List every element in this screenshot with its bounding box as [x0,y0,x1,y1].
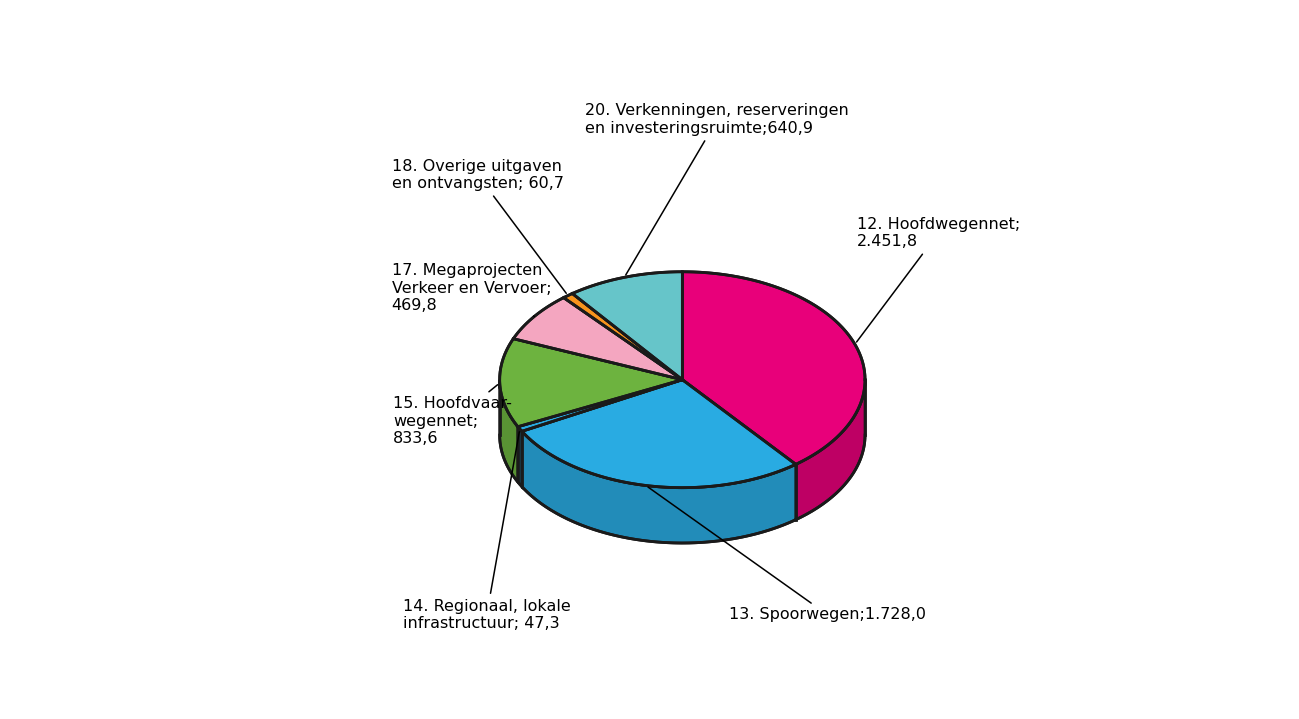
Polygon shape [522,431,796,543]
Text: 14. Regionaal, lokale
infrastructuur; 47,3: 14. Regionaal, lokale infrastructuur; 47… [403,432,570,631]
Text: 15. Hoofdvaar-
wegennet;
833,6: 15. Hoofdvaar- wegennet; 833,6 [394,385,512,446]
Polygon shape [796,380,865,520]
Polygon shape [518,380,682,431]
Text: 13. Spoorwegen;1.728,0: 13. Spoorwegen;1.728,0 [648,487,926,623]
Polygon shape [518,426,522,487]
Text: 17. Megaprojecten
Verkeer en Vervoer;
469,8: 17. Megaprojecten Verkeer en Vervoer; 46… [392,263,551,316]
Polygon shape [682,272,865,464]
Polygon shape [513,298,682,380]
Polygon shape [564,293,682,380]
Text: 20. Verkenningen, reserveringen
en investeringsruimte;640,9: 20. Verkenningen, reserveringen en inves… [586,104,850,275]
Text: 18. Overige uitgaven
en ontvangsten; 60,7: 18. Overige uitgaven en ontvangsten; 60,… [392,159,566,293]
Polygon shape [500,380,518,482]
Polygon shape [573,272,682,380]
Polygon shape [522,380,796,487]
Polygon shape [500,339,682,426]
Text: 12. Hoofdwegennet;
2.451,8: 12. Hoofdwegennet; 2.451,8 [856,217,1020,342]
